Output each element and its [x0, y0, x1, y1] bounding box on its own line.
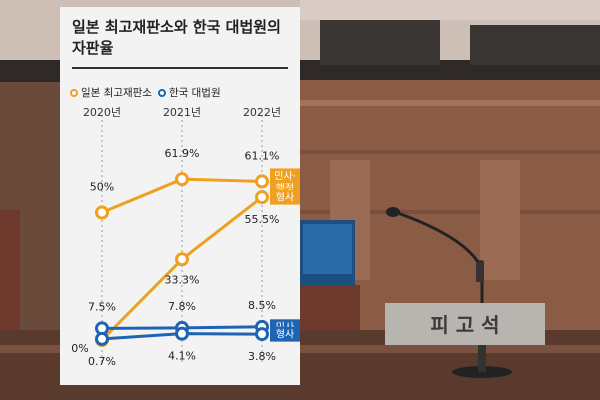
series-tag-label: 형사	[276, 192, 294, 204]
x-tick-label: 2022년	[243, 106, 281, 119]
chart-card: 일본 최고재판소와 한국 대법원의 자판율 일본 최고재판소 한국 대법원 20…	[60, 7, 300, 385]
data-label: 4.1%	[168, 350, 196, 363]
series-tag-label: 형사	[276, 329, 294, 341]
series-tag-3: 형사	[270, 326, 300, 342]
data-point	[255, 174, 269, 189]
nameplate-text: 피 고 석	[430, 313, 499, 337]
data-label: 7.8%	[168, 300, 196, 313]
data-point	[255, 327, 269, 342]
data-point	[175, 326, 189, 341]
series-tag-box	[270, 326, 300, 342]
data-label: 33.3%	[165, 273, 200, 286]
data-label: 55.5%	[245, 213, 280, 226]
legend-marker-japan	[70, 88, 78, 97]
data-label: 61.1%	[245, 149, 280, 162]
data-label: 61.9%	[165, 147, 200, 160]
legend-label-korea: 한국 대법원	[168, 87, 221, 99]
x-tick-label: 2021년	[163, 106, 201, 119]
data-label: 50%	[90, 181, 114, 194]
data-label: 7.5%	[88, 300, 116, 313]
data-point	[255, 190, 269, 205]
data-label: 3.8%	[248, 350, 276, 363]
data-label: 0.7%	[88, 355, 116, 368]
x-tick-label: 2020년	[83, 106, 121, 119]
series-tag-1: 형사	[270, 189, 300, 205]
chart-legend: 일본 최고재판소 한국 대법원	[70, 85, 221, 100]
data-point	[175, 172, 189, 187]
series-tag-label: 민사·	[274, 170, 296, 182]
nameplate	[385, 303, 545, 345]
chart-title: 일본 최고재판소와 한국 대법원의 자판율	[72, 18, 281, 57]
data-point	[95, 205, 109, 220]
legend-label-japan: 일본 최고재판소	[81, 87, 152, 99]
data-point	[95, 331, 109, 346]
series-tag-box	[270, 189, 300, 205]
series-line-1	[100, 195, 263, 342]
legend-item-korea: 한국 대법원	[157, 85, 221, 100]
data-label: 8.5%	[248, 299, 276, 312]
data-point	[175, 252, 189, 267]
data-label: 0%	[71, 342, 88, 355]
legend-marker-korea	[157, 88, 166, 97]
title-divider	[72, 67, 288, 69]
legend-item-japan: 일본 최고재판소	[70, 85, 152, 100]
